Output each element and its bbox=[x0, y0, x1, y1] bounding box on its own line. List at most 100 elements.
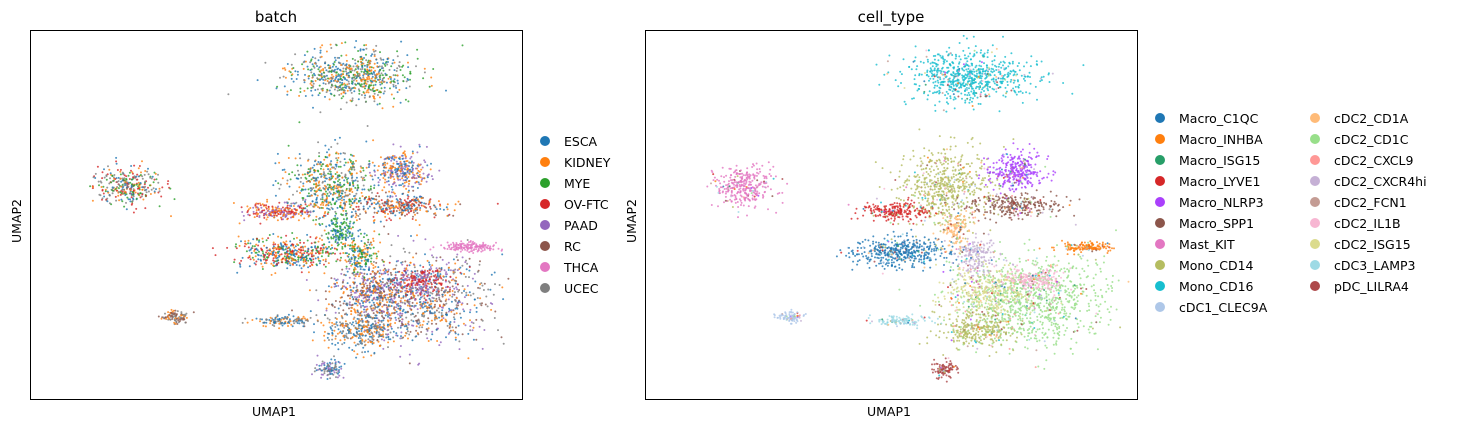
cell-point bbox=[445, 289, 447, 292]
cell-point bbox=[461, 256, 464, 259]
cell-point bbox=[431, 300, 434, 303]
cell-point bbox=[411, 166, 413, 169]
cell-point bbox=[371, 299, 374, 302]
cell-point bbox=[325, 199, 328, 202]
cell-point bbox=[459, 271, 462, 274]
cell-point bbox=[410, 313, 412, 316]
cell-point bbox=[299, 91, 302, 93]
cell-point bbox=[259, 222, 262, 225]
cell-point bbox=[426, 309, 429, 312]
cell-point bbox=[276, 85, 279, 88]
cell-point bbox=[324, 180, 326, 183]
cell-point bbox=[398, 270, 401, 273]
cell-point bbox=[378, 309, 381, 312]
cell-point bbox=[103, 176, 106, 179]
cell-point bbox=[391, 283, 394, 286]
cell-point bbox=[378, 178, 381, 181]
cell-point bbox=[353, 90, 356, 93]
cell-point bbox=[341, 325, 344, 328]
cell-point bbox=[402, 167, 405, 170]
cell-point bbox=[394, 74, 397, 77]
cell-point bbox=[469, 311, 471, 314]
cell-point bbox=[359, 213, 362, 216]
cell-point bbox=[115, 160, 118, 163]
cell-point bbox=[104, 190, 107, 193]
cell-point bbox=[319, 71, 322, 73]
cell-point bbox=[266, 249, 269, 252]
cell-point bbox=[160, 195, 163, 198]
cell-point bbox=[352, 321, 354, 324]
cell-point bbox=[369, 88, 372, 91]
cell-point bbox=[478, 325, 481, 328]
cell-point bbox=[320, 75, 323, 78]
cell-point bbox=[412, 199, 415, 202]
cell-point bbox=[440, 306, 443, 309]
cell-point bbox=[368, 284, 371, 287]
cell-point bbox=[424, 253, 426, 256]
cell-point bbox=[454, 336, 457, 339]
cell-point bbox=[410, 155, 413, 158]
cell-point bbox=[128, 171, 131, 174]
cell-point bbox=[309, 252, 312, 255]
cell-point bbox=[328, 176, 331, 179]
cell-point bbox=[395, 277, 398, 279]
cell-point bbox=[332, 75, 335, 78]
cell-point bbox=[407, 66, 410, 69]
cell-point bbox=[423, 284, 426, 287]
cell-point bbox=[402, 151, 405, 154]
cell-point bbox=[439, 273, 442, 276]
cell-point bbox=[313, 205, 316, 208]
cell-point bbox=[291, 259, 294, 262]
cell-point bbox=[359, 292, 362, 295]
cell-point bbox=[395, 334, 398, 337]
cell-point bbox=[420, 201, 423, 204]
cell-point bbox=[353, 273, 355, 276]
cell-point bbox=[316, 201, 318, 204]
cell-point bbox=[238, 244, 241, 247]
cell-point bbox=[137, 184, 140, 187]
cell-point bbox=[117, 180, 120, 183]
cell-point bbox=[493, 317, 496, 319]
cell-point bbox=[359, 76, 361, 79]
cell-point bbox=[107, 191, 110, 194]
cell-point bbox=[501, 248, 504, 251]
cell-point bbox=[175, 320, 178, 323]
cell-point bbox=[435, 309, 438, 312]
cell-point bbox=[465, 259, 467, 262]
cell-point bbox=[324, 265, 327, 268]
cell-point bbox=[337, 198, 340, 201]
cell-point bbox=[501, 253, 504, 256]
cell-point bbox=[355, 289, 358, 292]
cell-point bbox=[300, 204, 303, 207]
cell-point bbox=[340, 192, 343, 195]
cell-point bbox=[407, 337, 409, 340]
cell-point bbox=[302, 249, 305, 252]
cell-point bbox=[339, 84, 342, 87]
cell-point bbox=[381, 172, 383, 175]
cell-point bbox=[365, 44, 368, 46]
cell-point bbox=[343, 195, 346, 198]
cell-point bbox=[256, 79, 259, 82]
cell-point bbox=[373, 53, 376, 56]
cell-point bbox=[423, 71, 426, 74]
cell-point bbox=[400, 40, 403, 43]
cell-point bbox=[322, 82, 325, 85]
cell-point bbox=[387, 273, 390, 276]
cell-point bbox=[327, 64, 330, 67]
cell-point bbox=[401, 157, 404, 160]
cell-point bbox=[385, 209, 387, 211]
cell-point bbox=[158, 187, 161, 190]
cell-point bbox=[368, 205, 371, 208]
cell-point bbox=[481, 319, 484, 322]
cell-point bbox=[256, 206, 259, 209]
cell-point bbox=[360, 272, 363, 275]
cell-point bbox=[311, 200, 314, 203]
cell-point bbox=[251, 256, 254, 259]
cell-point bbox=[412, 324, 415, 327]
cell-point bbox=[475, 310, 478, 313]
cell-point bbox=[293, 259, 296, 262]
cell-point bbox=[337, 180, 339, 183]
cell-point bbox=[312, 219, 315, 222]
cell-point bbox=[414, 298, 417, 301]
cell-point bbox=[277, 243, 280, 246]
